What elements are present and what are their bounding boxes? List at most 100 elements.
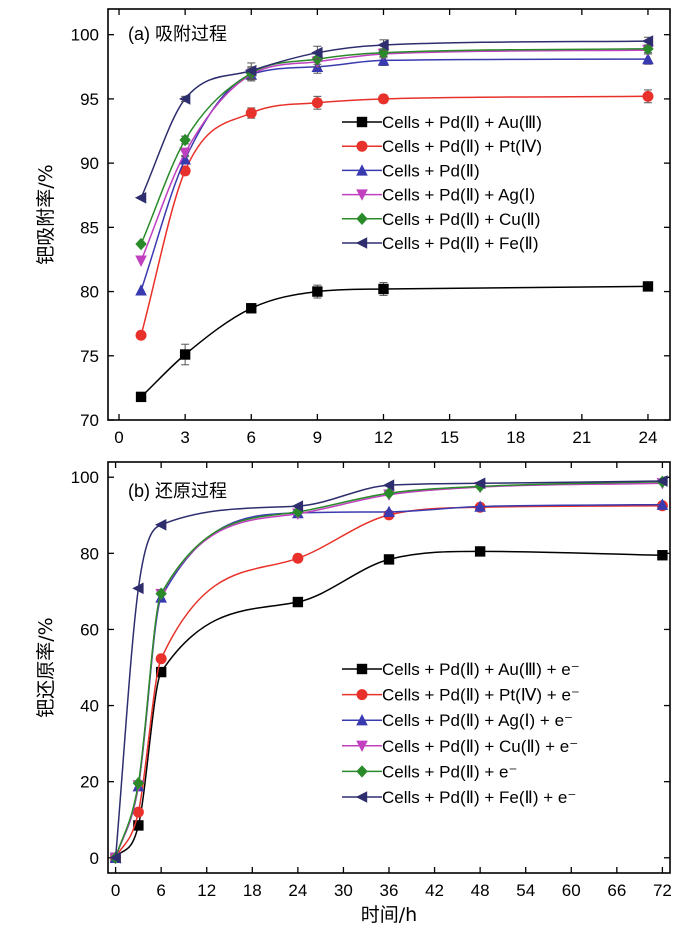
x-tick-label: 60: [562, 881, 581, 900]
x-axis-label: 时间/h: [361, 904, 417, 926]
panel-b-reduction: 0 6 12 18 24 30 36 42 48 54 60 66 72 0 20 40 60 80 100 (b) …: [35, 461, 672, 926]
data-point: [155, 587, 167, 600]
legend-marker: [356, 714, 368, 726]
data-point: [132, 776, 145, 790]
data-point: [133, 820, 144, 831]
series-6: [134, 35, 654, 204]
data-point: [179, 349, 191, 360]
data-point: [245, 64, 257, 77]
legend-label: Cells + Pd(Ⅱ) + Fe(Ⅱ) + e⁻: [382, 788, 576, 807]
data-point: [109, 851, 121, 864]
x-tick-label: 72: [653, 881, 672, 900]
x-tick-label: 24: [638, 428, 657, 447]
legend-label: Cells + Pd(Ⅱ) + Cu(Ⅱ) + e⁻: [382, 737, 578, 756]
data-point: [642, 42, 654, 56]
series-line: [140, 58, 649, 291]
series-6: [109, 475, 668, 864]
data-point: [377, 39, 389, 51]
legend-entry: Cells + Pd(Ⅱ): [342, 161, 480, 180]
data-point: [641, 35, 654, 47]
y-tick-label: 60: [80, 620, 99, 639]
data-point: [132, 582, 144, 595]
y-axis-label: 钯还原率/%: [35, 617, 57, 717]
series-1: [135, 281, 654, 403]
panel-title: (a) 吸附过程: [128, 24, 227, 44]
legend: Cells + Pd(Ⅱ) + Au(Ⅲ) + e⁻ Cells + Pd(Ⅱ) …: [342, 660, 580, 807]
legend-label: Cells + Pd(Ⅱ) + Pt(Ⅳ) + e⁻: [382, 686, 580, 705]
data-point: [132, 806, 144, 818]
data-point: [378, 283, 389, 295]
legend-entry: Cells + Pd(Ⅱ) + Ag(Ⅰ) + e⁻: [342, 711, 573, 730]
legend-marker: [356, 116, 368, 128]
legend-entry: Cells + Pd(Ⅱ) + Cu(Ⅱ): [342, 210, 540, 229]
legend-label: Cells + Pd(Ⅱ) + Pt(Ⅳ): [382, 137, 542, 156]
data-point: [642, 52, 654, 65]
x-tick-label: 42: [425, 881, 444, 900]
data-point: [377, 46, 390, 59]
data-point: [656, 475, 668, 487]
x-tick-label: 6: [156, 881, 165, 900]
legend-entry: Cells + Pd(Ⅱ) + Ag(Ⅰ): [342, 186, 535, 205]
panel-title: (b) 还原过程: [128, 481, 227, 501]
legend-marker: [356, 140, 368, 152]
legend-label: Cells + Pd(Ⅱ) + e⁻: [382, 762, 517, 781]
x-tick-label: 21: [572, 428, 591, 447]
legend-entry: Cells + Pd(Ⅱ) + Fe(Ⅱ) + e⁻: [342, 788, 576, 807]
data-point: [382, 479, 395, 492]
data-point: [383, 554, 395, 565]
data-point: [135, 391, 147, 403]
y-tick-label: 100: [71, 26, 99, 45]
y-tick-label: 40: [80, 697, 99, 716]
series-line: [140, 48, 649, 245]
x-tick-label: 12: [374, 428, 393, 447]
data-point: [134, 192, 147, 204]
data-point: [377, 93, 389, 105]
legend-marker: [356, 765, 368, 778]
data-point: [474, 500, 486, 512]
y-tick-label: 80: [80, 544, 99, 563]
legend-marker: [355, 237, 368, 249]
series-line: [140, 95, 649, 336]
legend-label: Cells + Pd(Ⅱ): [382, 161, 480, 180]
x-tick-label: 36: [380, 881, 399, 900]
y-tick-label: 90: [80, 154, 99, 173]
legend-entry: Cells + Pd(Ⅱ) + Pt(Ⅳ): [342, 137, 542, 156]
legend-entry: Cells + Pd(Ⅱ) + Au(Ⅲ): [342, 113, 542, 132]
x-tick-label: 66: [607, 881, 626, 900]
y-tick-label: 100: [71, 468, 99, 487]
series-line: [140, 49, 649, 261]
y-tick-label: 95: [80, 90, 99, 109]
legend-label: Cells + Pd(Ⅱ) + Au(Ⅲ) + e⁻: [382, 660, 580, 679]
legend-marker: [356, 212, 368, 225]
data-point: [642, 281, 654, 292]
y-tick-label: 0: [90, 849, 99, 868]
y-tick-label: 85: [80, 218, 99, 237]
legend-label: Cells + Pd(Ⅱ) + Ag(Ⅰ): [382, 186, 535, 205]
data-point: [642, 90, 654, 102]
y-tick-label: 75: [80, 347, 99, 366]
data-point: [473, 477, 486, 490]
x-tick-label: 0: [111, 881, 120, 900]
legend-marker: [356, 189, 368, 201]
x-tick-label: 3: [180, 428, 189, 447]
data-point: [383, 505, 395, 518]
y-tick-label: 20: [80, 773, 99, 792]
legend-label: Cells + Pd(Ⅱ) + Au(Ⅲ): [382, 113, 542, 132]
data-point: [179, 133, 191, 147]
plot-frame: [107, 8, 671, 421]
x-tick-label: 0: [114, 428, 123, 447]
x-tick-label: 30: [334, 881, 353, 900]
data-point: [179, 147, 191, 160]
legend-marker: [356, 164, 368, 176]
y-tick-label: 70: [80, 411, 99, 430]
legend-label: Cells + Pd(Ⅱ) + Cu(Ⅱ): [382, 210, 540, 229]
data-point: [292, 596, 304, 608]
data-point: [292, 552, 304, 564]
y-tick-label: 80: [80, 283, 99, 302]
legend-marker: [355, 791, 368, 803]
series-line: [140, 285, 649, 398]
legend-entry: Cells + Pd(Ⅱ) + Au(Ⅲ) + e⁻: [342, 660, 580, 679]
data-point: [311, 97, 323, 109]
data-point: [155, 653, 167, 665]
